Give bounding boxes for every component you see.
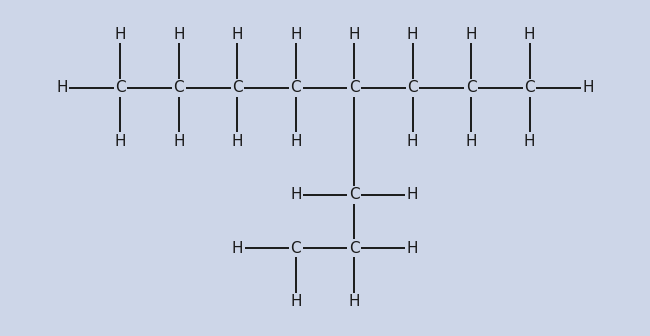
Text: H: H [407, 134, 419, 149]
Text: H: H [115, 134, 126, 149]
Text: C: C [174, 80, 184, 95]
Text: H: H [290, 294, 302, 309]
Text: H: H [231, 27, 243, 42]
Text: H: H [290, 134, 302, 149]
Text: H: H [115, 27, 126, 42]
Text: C: C [408, 80, 418, 95]
Text: H: H [231, 134, 243, 149]
Text: C: C [466, 80, 476, 95]
Text: C: C [115, 80, 126, 95]
Text: H: H [465, 134, 477, 149]
Text: H: H [290, 27, 302, 42]
Text: C: C [524, 80, 535, 95]
Text: C: C [291, 80, 301, 95]
Text: H: H [465, 27, 477, 42]
Text: H: H [348, 27, 360, 42]
Text: C: C [291, 241, 301, 256]
Text: H: H [407, 187, 419, 202]
Text: H: H [231, 241, 243, 256]
Text: H: H [57, 80, 68, 95]
Text: H: H [173, 134, 185, 149]
Text: H: H [407, 241, 419, 256]
Text: C: C [349, 187, 359, 202]
Text: H: H [290, 187, 302, 202]
Text: C: C [349, 80, 359, 95]
Text: H: H [582, 80, 593, 95]
Text: H: H [407, 27, 419, 42]
Text: C: C [349, 241, 359, 256]
Text: H: H [348, 294, 360, 309]
Text: H: H [524, 134, 535, 149]
Text: H: H [524, 27, 535, 42]
Text: H: H [173, 27, 185, 42]
Text: C: C [232, 80, 242, 95]
